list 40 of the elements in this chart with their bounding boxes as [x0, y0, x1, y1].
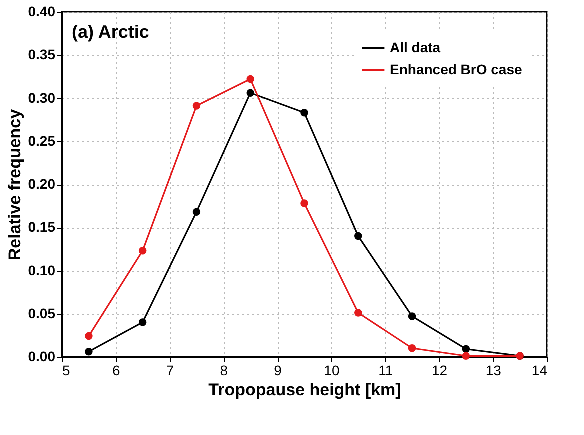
point: [300, 109, 308, 117]
point: [462, 345, 470, 354]
point: [85, 348, 93, 356]
x-tick-label: 11: [378, 362, 394, 378]
y-tick-label: 0.15: [28, 219, 56, 236]
point: [354, 309, 362, 317]
legend-label: All data: [390, 40, 441, 56]
annotation: (a) Arctic: [72, 22, 150, 42]
x-tick-label: 5: [62, 362, 70, 378]
point: [246, 75, 254, 84]
point: [462, 352, 470, 360]
x-tick-label: 6: [112, 362, 120, 378]
point: [138, 318, 147, 326]
x-axis-title: Tropopause height [km]: [208, 380, 402, 400]
x-tick-label: 14: [532, 362, 548, 378]
y-tick-label: 0.25: [28, 132, 56, 149]
x-tick-label: 7: [166, 362, 174, 378]
point: [300, 200, 308, 208]
y-tick-label: 0.20: [28, 176, 56, 192]
y-tick-label: 0.40: [28, 4, 56, 20]
y-tick-label: 0.00: [28, 348, 56, 364]
legend-label: Enhanced BrO case: [390, 62, 522, 78]
point: [246, 89, 254, 97]
point: [138, 247, 147, 255]
x-tick-label: 10: [324, 362, 340, 378]
point: [192, 208, 201, 216]
y-axis-title: Relative frequency: [5, 108, 24, 261]
y-tick-label: 0.30: [28, 90, 56, 106]
y-tick-label: 0.05: [28, 305, 56, 322]
point: [85, 332, 93, 340]
point: [354, 232, 362, 240]
y-tick-label: 0.35: [28, 46, 56, 63]
x-tick-label: 8: [220, 362, 228, 378]
point: [408, 312, 416, 320]
point: [192, 102, 201, 110]
x-tick-label: 12: [432, 362, 448, 378]
x-tick-label: 9: [274, 362, 282, 378]
point: [408, 344, 416, 352]
y-tick-label: 0.10: [28, 262, 56, 278]
x-tick-label: 13: [486, 362, 502, 378]
